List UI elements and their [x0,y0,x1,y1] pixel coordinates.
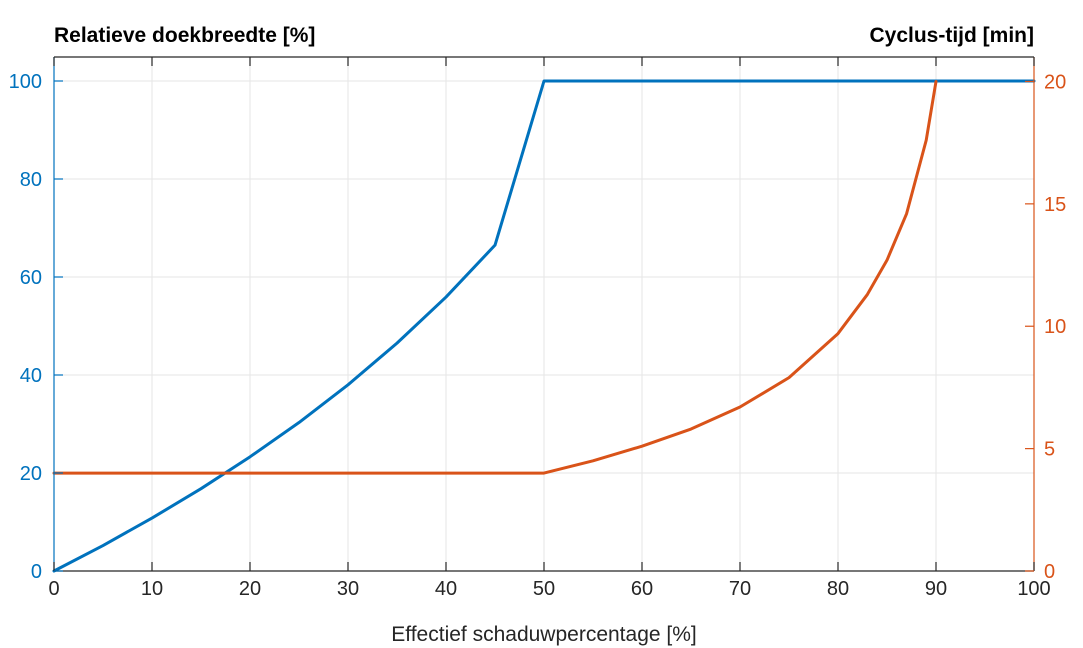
x-tick-label: 30 [337,578,359,600]
right-tick-label: 5 [1044,439,1055,461]
tick-labels: 0 10 20 30 40 50 60 70 80 90 100020406080100051015… [9,71,1067,600]
x-tick-label: 100 [1017,578,1050,600]
left-tick-label: 100 [9,71,42,93]
x-tick-label: 0 [48,578,59,600]
x-tick-label: 40 [435,578,457,600]
x-tick-label: 80 [827,578,849,600]
left-tick-label: 40 [20,365,42,387]
right-tick-label: 10 [1044,316,1066,338]
grid-lines [54,57,1034,571]
x-axis-label: Effectief schaduwpercentage [%] [391,623,696,646]
right-tick-label: 15 [1044,194,1066,216]
x-tick-label: 10 [141,578,163,600]
relative-cloth-width-line [52,79,1036,573]
right-tick-label: 20 [1044,71,1066,93]
x-tick-label: 60 [631,578,653,600]
axes [53,56,1035,572]
x-tick-label: 50 [533,578,555,600]
left-tick-label: 20 [20,463,42,485]
x-tick-label: 70 [729,578,751,600]
right-axis-title: Cyclus-tijd [min] [869,24,1034,47]
x-tick-label: 20 [239,578,261,600]
cycle-time-line [52,79,938,475]
left-tick-label: 80 [20,169,42,191]
left-tick-label: 0 [31,561,42,583]
right-tick-label: 0 [1044,561,1055,583]
left-axis-title: Relatieve doekbreedte [%] [54,24,315,47]
data-series [52,79,1036,573]
x-tick-label: 90 [925,578,947,600]
left-tick-label: 60 [20,267,42,289]
